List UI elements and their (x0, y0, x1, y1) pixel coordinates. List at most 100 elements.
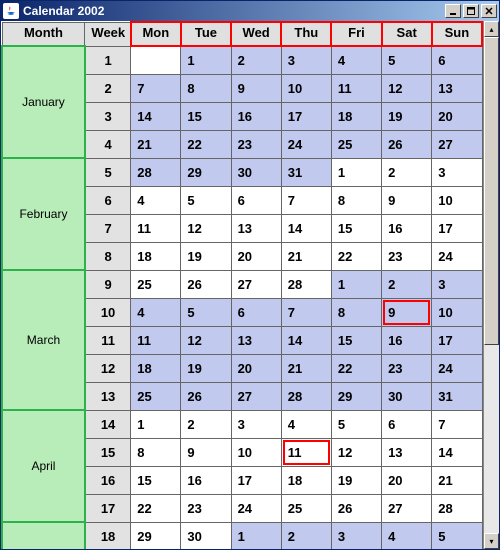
day-cell[interactable]: 17 (432, 214, 482, 242)
week-cell[interactable]: 5 (85, 158, 131, 186)
day-cell[interactable]: 10 (432, 298, 482, 326)
day-cell[interactable]: 11 (131, 326, 181, 354)
day-cell[interactable]: 24 (231, 494, 281, 522)
day-cell[interactable]: 3 (331, 522, 381, 549)
day-cell[interactable]: 17 (432, 326, 482, 354)
header-mon[interactable]: Mon (131, 22, 181, 46)
day-cell[interactable]: 20 (382, 466, 432, 494)
header-sat[interactable]: Sat (382, 22, 432, 46)
day-cell[interactable] (131, 46, 181, 74)
day-cell[interactable]: 22 (331, 242, 381, 270)
minimize-button[interactable] (445, 4, 461, 18)
day-cell[interactable]: 4 (131, 298, 181, 326)
day-cell[interactable]: 19 (181, 354, 231, 382)
day-cell[interactable]: 14 (432, 438, 482, 466)
week-cell[interactable]: 1 (85, 46, 131, 74)
day-cell[interactable]: 5 (181, 298, 231, 326)
day-cell[interactable]: 9 (231, 74, 281, 102)
day-cell[interactable]: 12 (181, 214, 231, 242)
maximize-button[interactable] (463, 4, 479, 18)
day-cell[interactable]: 9 (181, 438, 231, 466)
day-cell[interactable]: 2 (382, 158, 432, 186)
day-cell[interactable]: 26 (382, 130, 432, 158)
day-cell[interactable]: 31 (281, 158, 331, 186)
day-cell[interactable]: 30 (231, 158, 281, 186)
day-cell[interactable]: 25 (281, 494, 331, 522)
day-cell[interactable]: 5 (382, 46, 432, 74)
day-cell[interactable]: 24 (432, 242, 482, 270)
day-cell[interactable]: 5 (181, 186, 231, 214)
day-cell[interactable]: 31 (432, 382, 482, 410)
day-cell[interactable]: 6 (432, 46, 482, 74)
header-week[interactable]: Week (85, 22, 131, 46)
day-cell[interactable]: 6 (231, 298, 281, 326)
day-cell[interactable]: 13 (231, 326, 281, 354)
scroll-up-button[interactable]: ▴ (484, 21, 499, 37)
day-cell[interactable]: 16 (181, 466, 231, 494)
day-cell[interactable]: 2 (382, 270, 432, 298)
day-cell[interactable]: 1 (231, 522, 281, 549)
day-cell[interactable]: 6 (382, 410, 432, 438)
day-cell[interactable]: 25 (131, 270, 181, 298)
week-cell[interactable]: 2 (85, 74, 131, 102)
day-cell[interactable]: 23 (181, 494, 231, 522)
day-cell[interactable]: 25 (331, 130, 381, 158)
header-month[interactable]: Month (2, 22, 85, 46)
day-cell[interactable]: 28 (281, 270, 331, 298)
week-cell[interactable]: 12 (85, 354, 131, 382)
day-cell[interactable]: 16 (231, 102, 281, 130)
day-cell[interactable]: 19 (382, 102, 432, 130)
week-cell[interactable]: 16 (85, 466, 131, 494)
day-cell[interactable]: 10 (281, 74, 331, 102)
day-cell[interactable]: 18 (131, 354, 181, 382)
month-cell[interactable]: April (2, 410, 85, 522)
day-cell[interactable]: 8 (331, 186, 381, 214)
day-cell[interactable]: 3 (281, 46, 331, 74)
day-cell[interactable]: 11 (281, 438, 331, 466)
day-cell[interactable]: 1 (181, 46, 231, 74)
week-cell[interactable]: 17 (85, 494, 131, 522)
day-cell[interactable]: 11 (331, 74, 381, 102)
day-cell[interactable]: 26 (181, 270, 231, 298)
day-cell[interactable]: 22 (181, 130, 231, 158)
month-cell[interactable]: May (2, 522, 85, 549)
day-cell[interactable]: 15 (131, 466, 181, 494)
day-cell[interactable]: 13 (231, 214, 281, 242)
day-cell[interactable]: 4 (131, 186, 181, 214)
day-cell[interactable]: 13 (382, 438, 432, 466)
day-cell[interactable]: 19 (331, 466, 381, 494)
day-cell[interactable]: 11 (131, 214, 181, 242)
day-cell[interactable]: 8 (181, 74, 231, 102)
day-cell[interactable]: 9 (382, 186, 432, 214)
day-cell[interactable]: 24 (281, 130, 331, 158)
day-cell[interactable]: 20 (432, 102, 482, 130)
header-thu[interactable]: Thu (281, 22, 331, 46)
day-cell[interactable]: 16 (382, 326, 432, 354)
day-cell[interactable]: 21 (432, 466, 482, 494)
day-cell[interactable]: 29 (131, 522, 181, 549)
week-cell[interactable]: 8 (85, 242, 131, 270)
day-cell[interactable]: 20 (231, 354, 281, 382)
day-cell[interactable]: 3 (432, 158, 482, 186)
day-cell[interactable]: 2 (181, 410, 231, 438)
week-cell[interactable]: 4 (85, 130, 131, 158)
close-button[interactable] (481, 4, 497, 18)
day-cell[interactable]: 7 (131, 74, 181, 102)
day-cell[interactable]: 28 (432, 494, 482, 522)
day-cell[interactable]: 1 (131, 410, 181, 438)
day-cell[interactable]: 27 (382, 494, 432, 522)
day-cell[interactable]: 28 (281, 382, 331, 410)
day-cell[interactable]: 29 (331, 382, 381, 410)
day-cell[interactable]: 18 (281, 466, 331, 494)
day-cell[interactable]: 30 (181, 522, 231, 549)
day-cell[interactable]: 6 (231, 186, 281, 214)
day-cell[interactable]: 7 (432, 410, 482, 438)
week-cell[interactable]: 18 (85, 522, 131, 549)
day-cell[interactable]: 7 (281, 298, 331, 326)
day-cell[interactable]: 22 (131, 494, 181, 522)
day-cell[interactable]: 22 (331, 354, 381, 382)
day-cell[interactable]: 10 (231, 438, 281, 466)
day-cell[interactable]: 14 (131, 102, 181, 130)
day-cell[interactable]: 29 (181, 158, 231, 186)
day-cell[interactable]: 26 (331, 494, 381, 522)
